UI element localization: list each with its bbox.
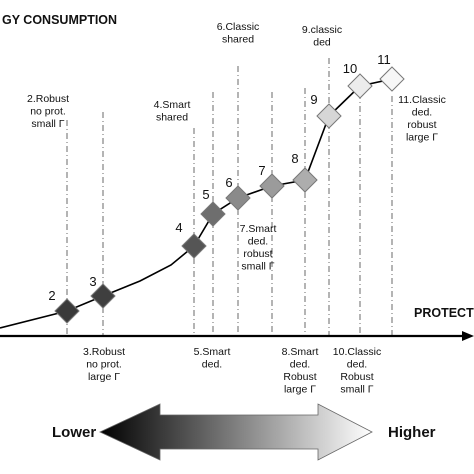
diamond-marker — [200, 201, 226, 227]
diamond-marker — [316, 103, 342, 129]
markers: 2 3 4 5 6 7 8 9 10 11 — [48, 52, 405, 324]
point-number: 8 — [291, 151, 298, 166]
point-label: 3.Robust no prot. large Γ — [83, 346, 125, 383]
point-number: 9 — [310, 92, 317, 107]
point-label: 11.Classic ded. robust large Γ — [398, 94, 446, 144]
x-axis-title: PROTECTION — [414, 306, 474, 320]
point-label: 6.Classic shared — [217, 21, 260, 46]
point-label: 4.Smart shared — [154, 99, 191, 124]
diamond-marker — [225, 185, 251, 211]
point-number: 5 — [202, 187, 209, 202]
point-number: 3 — [89, 274, 96, 289]
point-label: 10.Classic ded. Robust small Γ — [333, 346, 381, 396]
diamond-marker — [292, 167, 318, 193]
point-number: 10 — [343, 61, 357, 76]
point-label: 7.Smart ded. robust small Γ — [240, 223, 277, 273]
protection-scale-arrow — [99, 403, 373, 461]
point-label: 8.Smart ded. Robust large Γ — [282, 346, 319, 396]
y-axis-title: GY CONSUMPTION — [2, 13, 117, 27]
point-number: 4 — [175, 220, 182, 235]
diamond-marker — [347, 73, 373, 99]
point-number: 7 — [258, 163, 265, 178]
point-labels: 2.Robust no prot. small Γ 3.Robust no prot. l… — [27, 21, 446, 396]
point-label: 9.classic ded — [302, 24, 342, 49]
diamond-marker — [379, 66, 405, 92]
point-label: 2.Robust no prot. small Γ — [27, 93, 69, 130]
x-axis-arrowhead — [462, 331, 474, 341]
diamond-marker — [181, 233, 207, 259]
point-label: 5.Smart ded. — [194, 346, 231, 371]
diamond-marker — [90, 283, 116, 309]
scale-low-label: Lower — [52, 424, 96, 441]
diamond-marker — [259, 173, 285, 199]
point-number: 11 — [377, 52, 391, 67]
diamond-marker — [54, 298, 80, 324]
point-number: 6 — [225, 175, 232, 190]
point-number: 2 — [48, 288, 55, 303]
scale-high-label: Higher — [388, 424, 436, 441]
